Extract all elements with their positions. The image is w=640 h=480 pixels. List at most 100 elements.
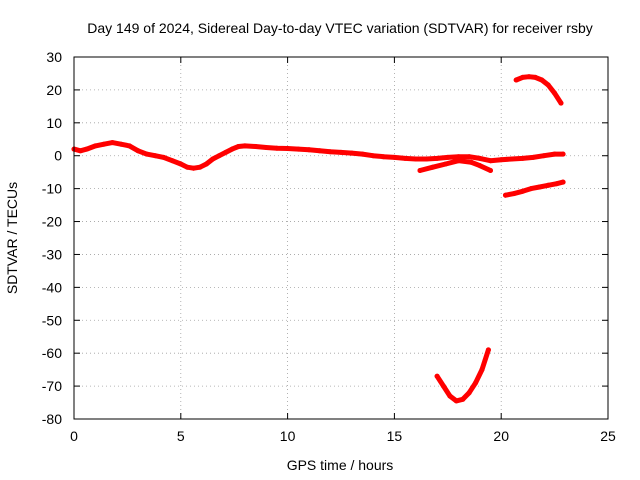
- data-point-main-band: [178, 161, 184, 167]
- data-point-main-band: [530, 154, 536, 160]
- data-point-main-band: [84, 146, 90, 152]
- data-point-main-band: [285, 146, 291, 151]
- y-axis-title: SDTVAR / TECUs: [4, 182, 20, 294]
- data-point-main-band: [359, 151, 365, 157]
- data-point-main-band: [229, 146, 235, 152]
- data-point-main-band: [109, 140, 115, 146]
- data-point-dip-arc: [473, 380, 479, 386]
- data-point-main-band: [349, 150, 355, 156]
- data-point-lower-right-arc: [554, 181, 560, 187]
- data-point-main-band: [161, 154, 167, 160]
- data-point-main-band: [423, 156, 429, 162]
- data-point-main-band: [210, 156, 216, 162]
- data-point-main-band: [381, 154, 387, 160]
- data-point-main-band: [274, 145, 280, 151]
- y-tick-label: -40: [42, 279, 62, 295]
- data-point-lower-right-arc: [503, 192, 508, 198]
- data-point-main-band: [191, 165, 197, 171]
- y-tick-label: -50: [42, 312, 62, 328]
- x-tick-label: 15: [387, 428, 403, 444]
- data-point-main-band: [295, 146, 301, 152]
- x-tick-label: 0: [70, 428, 78, 444]
- data-point-main-band: [560, 151, 566, 157]
- x-axis-title: GPS time / hours: [287, 457, 394, 473]
- data-point-main-band: [242, 143, 248, 149]
- data-point-lower-branch: [456, 158, 461, 164]
- x-tick-label: 5: [177, 428, 185, 444]
- data-point-main-band: [203, 161, 209, 167]
- data-point-main-band: [413, 156, 419, 162]
- data-point-main-band: [127, 143, 132, 149]
- data-point-main-band: [152, 153, 158, 159]
- data-point-upper-right-arc: [526, 74, 532, 80]
- plot-frame: [73, 56, 609, 420]
- data-point-main-band: [197, 164, 203, 170]
- data-point-lower-branch: [430, 164, 436, 170]
- data-point-main-band: [169, 158, 175, 164]
- y-tick-label: -60: [42, 345, 62, 361]
- data-point-dip-arc: [441, 383, 446, 389]
- x-tick-label: 10: [280, 428, 296, 444]
- data-point-main-band: [498, 157, 504, 163]
- data-point-upper-right-arc: [545, 82, 551, 88]
- data-point-main-band: [466, 154, 472, 160]
- x-tick-label: 20: [493, 428, 509, 444]
- data-point-main-band: [456, 154, 461, 160]
- data-point-main-band: [184, 164, 190, 170]
- data-point-main-band: [236, 144, 241, 149]
- data-point-main-band: [317, 148, 323, 154]
- x-tick-label: 25: [600, 428, 616, 444]
- data-point-main-band: [77, 148, 83, 154]
- data-point-main-band: [253, 144, 259, 149]
- data-point-main-band: [477, 155, 483, 161]
- data-point-main-band: [434, 155, 440, 161]
- data-point-dip-arc: [479, 367, 485, 373]
- y-tick-label: -30: [42, 246, 62, 262]
- data-point-upper-right-arc: [513, 77, 519, 83]
- data-point-main-band: [144, 151, 150, 157]
- data-point-main-band: [92, 143, 98, 149]
- data-point-dip-arc: [466, 390, 472, 396]
- data-point-main-band: [306, 147, 312, 153]
- data-point-main-band: [370, 153, 376, 159]
- data-point-lower-right-arc: [537, 184, 543, 190]
- data-point-lower-branch: [443, 161, 449, 167]
- data-point-main-band: [552, 151, 558, 157]
- data-series: [71, 74, 566, 404]
- data-point-lower-branch: [417, 168, 423, 173]
- data-point-upper-right-arc: [552, 90, 558, 96]
- series-dip-arc: [434, 347, 491, 404]
- y-tick-label: 20: [46, 82, 62, 98]
- y-tick-label: -20: [42, 214, 62, 230]
- data-point-dip-arc: [485, 347, 491, 353]
- data-point-main-band: [118, 141, 124, 147]
- grid: [74, 57, 608, 419]
- data-point-lower-right-arc: [520, 188, 526, 194]
- data-point-upper-right-arc: [558, 100, 564, 106]
- data-point-main-band: [263, 145, 269, 150]
- data-point-main-band: [135, 148, 141, 154]
- data-point-upper-right-arc: [532, 74, 538, 80]
- y-tick-label: -10: [42, 181, 62, 197]
- data-point-main-band: [520, 155, 526, 161]
- data-point-lower-branch: [488, 168, 493, 173]
- data-point-main-band: [391, 154, 397, 160]
- chart-title: Day 149 of 2024, Sidereal Day-to-day VTE…: [87, 20, 593, 36]
- data-point-main-band: [216, 153, 222, 159]
- data-point-lower-branch: [468, 159, 474, 165]
- data-point-lower-right-arc: [560, 179, 566, 185]
- data-point-dip-arc: [447, 393, 453, 399]
- data-point-dip-arc: [460, 396, 466, 402]
- axis-ticks: 0 5 10 15 20 25 -80 -70 -60 -50 -40 -30 -20 -10 0 10 20 3…: [42, 49, 616, 444]
- data-point-lower-right-arc: [545, 182, 551, 188]
- data-point-main-band: [327, 149, 333, 155]
- data-point-main-band: [402, 155, 408, 161]
- y-tick-label: 0: [54, 148, 62, 164]
- data-point-main-band: [223, 149, 229, 155]
- data-point-upper-right-arc: [520, 74, 526, 80]
- y-tick-label: -70: [42, 378, 62, 394]
- data-point-main-band: [541, 153, 547, 159]
- data-point-lower-branch: [477, 163, 483, 169]
- y-tick-label: 10: [46, 115, 62, 131]
